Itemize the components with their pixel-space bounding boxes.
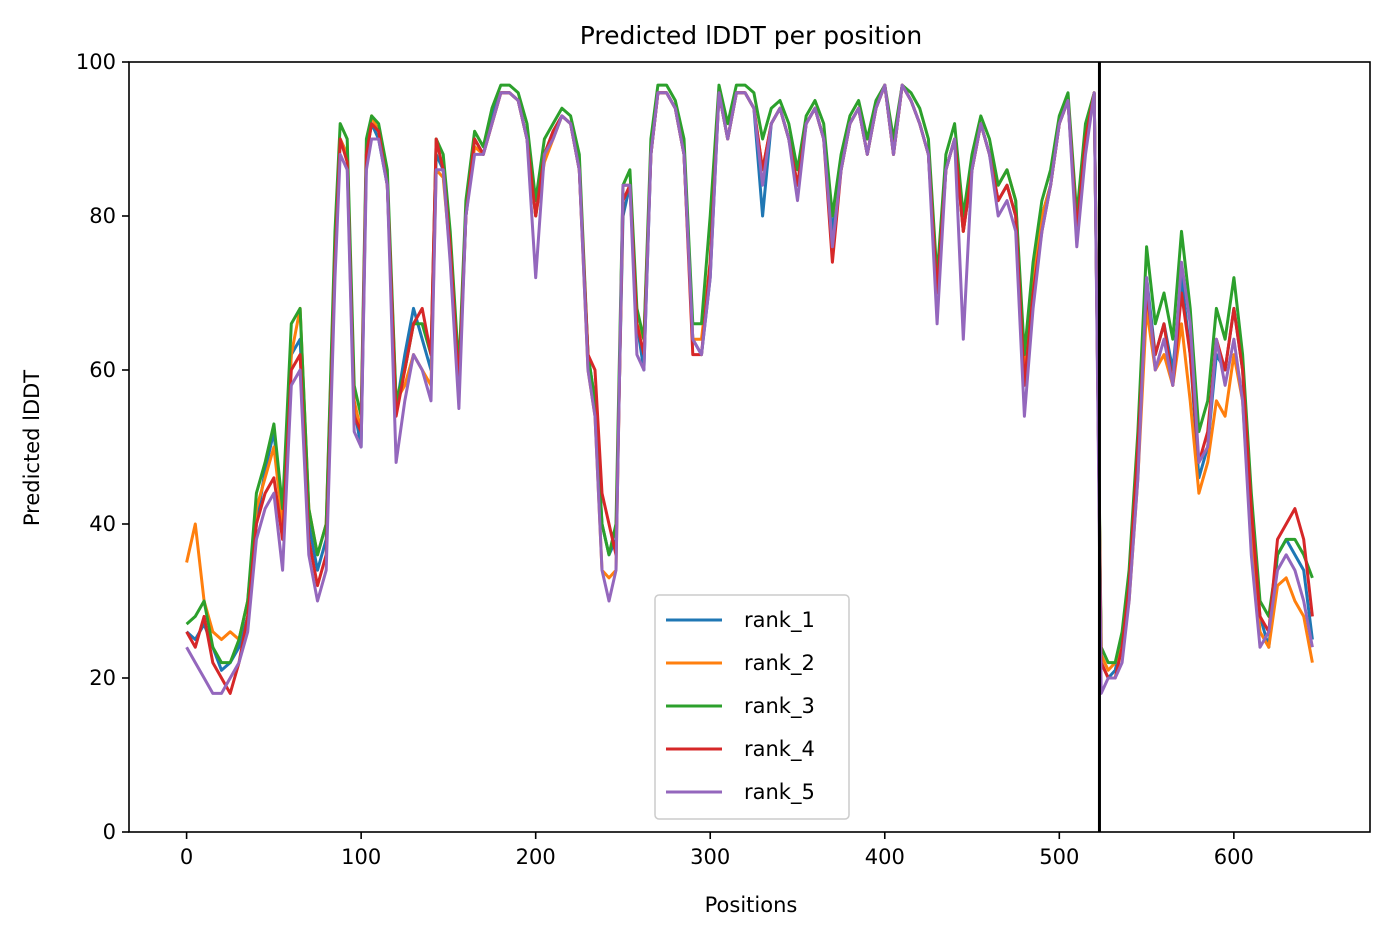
x-axis: 0 100 200 300 400 500 600 [180,832,1254,869]
legend-label-rank-5: rank_5 [744,780,815,805]
plot-frame [128,61,1371,833]
series-line-rank-3 [185,83,1314,665]
y-tick-label: 20 [89,666,116,690]
series-layer [185,83,1314,695]
x-tick-label: 500 [1039,845,1079,869]
y-axis: 0 20 40 60 80 100 [76,50,129,844]
legend: rank_1 rank_2 rank_3 rank_4 rank_5 [654,594,850,820]
x-axis-label: Positions [705,893,798,917]
x-tick-label: 200 [516,845,556,869]
x-tick-label: 600 [1214,845,1254,869]
legend-label-rank-1: rank_1 [744,608,815,633]
legend-label-rank-4: rank_4 [744,737,815,762]
y-axis-label: Predicted lDDT [20,370,44,526]
series-line-rank-5 [185,83,1314,695]
y-tick-label: 100 [76,50,116,74]
y-tick-label: 80 [89,204,116,228]
x-tick-label: 100 [341,845,381,869]
y-tick-label: 40 [89,512,116,536]
y-tick-label: 0 [103,820,116,844]
x-tick-label: 300 [690,845,730,869]
legend-label-rank-2: rank_2 [744,651,815,676]
legend-label-rank-3: rank_3 [744,694,815,719]
x-tick-label: 400 [865,845,905,869]
y-tick-label: 60 [89,358,116,382]
x-tick-label: 0 [180,845,193,869]
legend-frame [654,594,850,820]
chart-title: Predicted lDDT per position [580,21,922,50]
